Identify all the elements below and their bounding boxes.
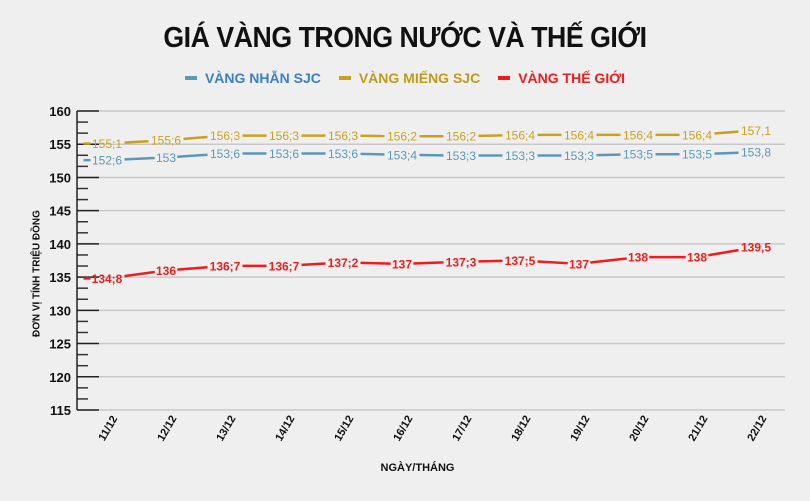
x-tick-label: 21/12 [686, 414, 710, 444]
series-line-segment [714, 151, 739, 155]
series-line-segment [360, 261, 391, 265]
data-point-label: 156;4 [623, 128, 653, 142]
y-tick-label: 120 [49, 370, 71, 385]
y-axis-label: ĐƠN VỊ TÍNH TRIỆU ĐỒNG [31, 210, 43, 337]
data-point-label: 153;5 [623, 148, 653, 162]
data-point-label: 153 [156, 151, 176, 165]
y-tick-label: 130 [49, 303, 71, 318]
x-tick-label: 13/12 [214, 414, 238, 444]
y-tick-label: 150 [49, 170, 71, 185]
series-line-segment [183, 135, 208, 141]
data-point-label: 156;2 [387, 130, 417, 144]
y-tick-label: 160 [49, 104, 71, 119]
data-point-label: 136;7 [210, 259, 241, 273]
x-tick-label: 19/12 [568, 414, 592, 444]
data-point-label: 153,8 [741, 146, 771, 160]
legend-swatch-icon [338, 76, 351, 80]
legend-item-vang-mieng-sjc: VÀNG MIẾNG SJC [338, 70, 481, 86]
data-point-label: 153;4 [387, 148, 417, 162]
series-line-segment [714, 130, 739, 135]
y-tick-label: 155 [49, 137, 71, 152]
data-point-label: 134;8 [92, 272, 123, 286]
series-line-segment [177, 153, 208, 158]
series-line-segment [301, 262, 326, 267]
data-point-label: 155;1 [92, 137, 122, 151]
x-tick-label: 22/12 [745, 414, 769, 444]
series-line-segment [177, 265, 208, 271]
data-point-label: 137;3 [446, 255, 477, 269]
data-point-label: 137 [569, 257, 589, 271]
series-line-segment [537, 260, 568, 265]
y-tick-label: 145 [49, 204, 71, 219]
x-tick-label: 17/12 [450, 414, 474, 444]
legend-swatch-icon [498, 76, 511, 80]
data-point-label: 137;2 [328, 256, 359, 270]
legend-item-vang-the-gioi: VÀNG THẾ GIỚI [498, 70, 625, 86]
data-point-label: 156;3 [328, 129, 358, 143]
data-point-label: 153;6 [328, 147, 358, 161]
data-point-label: 152;6 [92, 154, 122, 168]
data-point-label: 153;6 [269, 147, 299, 161]
y-tick-label: 135 [49, 270, 71, 285]
y-tick-label: 125 [49, 337, 71, 352]
series-line-segment [413, 261, 444, 265]
data-point-label: 138 [628, 251, 648, 265]
x-tick-label: 12/12 [155, 414, 179, 444]
chart-title: GIÁ VÀNG TRONG NƯỚC VÀ THẾ GIỚI [163, 22, 647, 54]
data-point-label: 156;4 [505, 128, 535, 142]
legend-label: VÀNG THẾ GIỚI [518, 70, 626, 86]
x-tick-label: 18/12 [509, 414, 533, 444]
data-point-label: 137 [392, 257, 412, 271]
legend-swatch-icon [184, 76, 197, 80]
series-line-segment [478, 134, 503, 138]
x-tick-label: 14/12 [273, 414, 297, 444]
chart-legend: VÀNG NHẪN SJC VÀNG MIẾNG SJC VÀNG THẾ GI… [0, 70, 810, 86]
data-point-label: 157,1 [741, 124, 771, 138]
series-line-segment [478, 259, 503, 263]
data-point-label: 156;2 [446, 130, 476, 144]
y-tick-label: 115 [50, 403, 71, 418]
x-axis-label: NGÀY/THÁNG [380, 462, 455, 474]
series-line-segment [124, 139, 149, 144]
series-line-segment [590, 257, 627, 264]
data-point-label: 153;6 [210, 147, 240, 161]
legend-label: VÀNG NHẪN SJC [204, 70, 321, 86]
data-point-label: 153;3 [446, 149, 476, 163]
data-point-label: 156;4 [682, 128, 712, 142]
data-point-label: 156;4 [564, 128, 594, 142]
data-point-label: 156;3 [269, 129, 299, 143]
data-point-label: 153;3 [505, 149, 535, 163]
data-point-label: 138 [687, 251, 707, 265]
x-tick-label: 15/12 [332, 414, 356, 444]
data-point-label: 137;5 [505, 254, 536, 268]
legend-item-vang-nhan-sjc: VÀNG NHẪN SJC [184, 70, 321, 86]
x-tick-label: 16/12 [391, 414, 415, 444]
data-point-label: 136;7 [269, 259, 300, 273]
x-tick-label: 11/12 [96, 414, 120, 443]
legend-label: VÀNG MIẾNG SJC [358, 70, 481, 86]
series-line-segment [124, 156, 155, 161]
series-line-segment [708, 248, 739, 257]
data-point-label: 139,5 [741, 241, 771, 255]
series-line-segment [124, 270, 155, 278]
data-point-label: 156;3 [210, 129, 240, 143]
data-point-label: 136 [156, 264, 176, 278]
data-point-label: 153;3 [564, 149, 594, 163]
x-tick-label: 20/12 [627, 414, 651, 444]
series-line-segment [596, 153, 621, 157]
y-tick-label: 140 [49, 237, 71, 252]
data-point-label: 153;5 [682, 148, 712, 162]
series-line-segment [360, 152, 385, 156]
data-point-label: 155;6 [151, 134, 181, 148]
